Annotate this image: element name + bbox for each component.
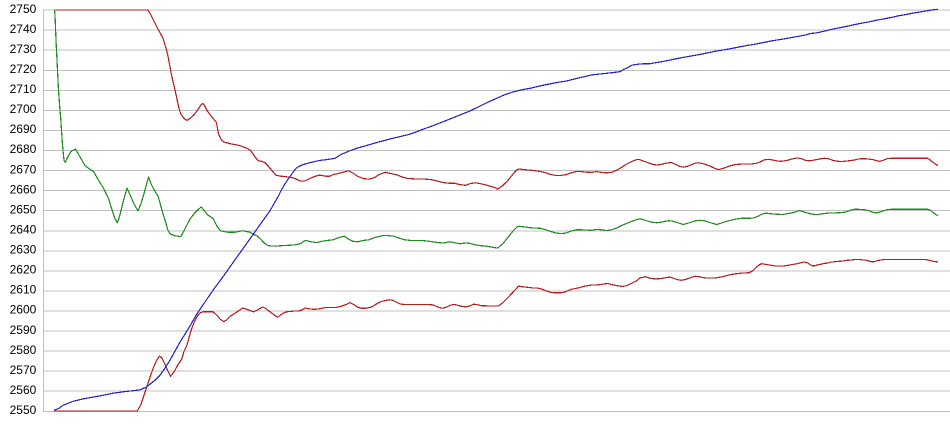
svg-text:2710: 2710: [10, 82, 37, 96]
svg-text:2580: 2580: [10, 343, 37, 357]
svg-text:2560: 2560: [10, 383, 37, 397]
svg-text:2740: 2740: [10, 22, 37, 36]
svg-text:2610: 2610: [10, 283, 37, 297]
svg-text:2720: 2720: [10, 62, 37, 76]
svg-text:2670: 2670: [10, 162, 37, 176]
svg-text:2650: 2650: [10, 202, 37, 216]
svg-text:2550: 2550: [10, 403, 37, 417]
svg-text:2700: 2700: [10, 102, 37, 116]
svg-text:2600: 2600: [10, 303, 37, 317]
svg-text:2640: 2640: [10, 222, 37, 236]
svg-text:2730: 2730: [10, 42, 37, 56]
svg-text:2630: 2630: [10, 242, 37, 256]
svg-text:2680: 2680: [10, 142, 37, 156]
svg-text:2590: 2590: [10, 323, 37, 337]
svg-text:2660: 2660: [10, 182, 37, 196]
svg-text:2750: 2750: [10, 2, 37, 16]
svg-text:2620: 2620: [10, 263, 37, 277]
svg-text:2570: 2570: [10, 363, 37, 377]
svg-text:2690: 2690: [10, 122, 37, 136]
